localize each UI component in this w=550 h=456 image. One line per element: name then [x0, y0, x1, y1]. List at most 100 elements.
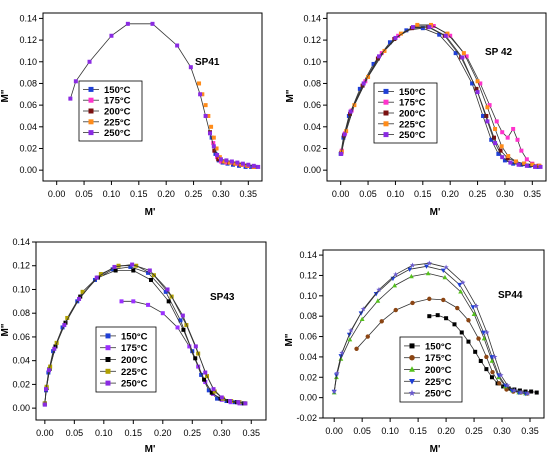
x-tick-label: 0.30 [212, 189, 230, 199]
data-point [489, 375, 494, 380]
data-point [504, 387, 509, 392]
y-tick-label: 0.12 [19, 35, 37, 45]
data-point [235, 160, 240, 165]
data-point [444, 316, 449, 321]
data-point [461, 51, 466, 56]
x-tick-label: 0.35 [242, 428, 260, 438]
x-tick-label: 0.20 [441, 189, 459, 199]
data-point [500, 130, 505, 135]
data-point [240, 161, 245, 166]
y-tick-label: 0.06 [12, 332, 30, 342]
legend-marker [105, 345, 111, 351]
data-point [524, 163, 529, 168]
series-5 [42, 262, 248, 407]
data-point [409, 262, 416, 268]
y-tick-label: 0.02 [299, 372, 317, 382]
chart-panel-3: 0.00 0.05 0.10 0.15 0.20 0.25 0.30 0.35 0.00 0.02… [0, 237, 267, 455]
data-point [361, 81, 366, 86]
data-point [209, 390, 214, 395]
data-point [500, 155, 505, 160]
data-point [80, 289, 85, 294]
x-tick-label: 0.15 [130, 189, 148, 199]
data-point [112, 264, 117, 269]
data-point [366, 74, 371, 79]
data-point [448, 33, 453, 38]
legend-label: 200°C [399, 109, 426, 120]
y-tick-label: 0.10 [19, 57, 37, 67]
y-tick-label: 0.14 [299, 250, 317, 260]
data-point [354, 346, 359, 351]
x-tick-label: 0.25 [184, 428, 202, 438]
y-tick-label: 0.12 [299, 270, 317, 280]
legend-marker [105, 357, 111, 362]
data-point [352, 103, 357, 108]
legend-label: 175°C [399, 98, 426, 109]
data-point [224, 160, 229, 165]
data-point [73, 79, 78, 84]
legend-label: 225°C [104, 117, 131, 128]
data-point [427, 296, 432, 302]
legend-marker [88, 119, 94, 125]
data-point [427, 25, 432, 30]
x-tick-label: 0.15 [414, 189, 432, 199]
legend-label: 225°C [121, 367, 148, 378]
data-point [175, 325, 180, 330]
data-point [498, 148, 503, 153]
data-point [490, 369, 495, 375]
data-point [534, 390, 539, 395]
data-point [200, 92, 205, 97]
data-point [222, 159, 227, 164]
x-tick-label: 0.25 [469, 189, 487, 199]
y-tick-label: -0.02 [296, 413, 317, 423]
data-point [427, 314, 432, 319]
data-point [425, 270, 431, 276]
data-point [471, 311, 477, 316]
data-point [109, 33, 114, 38]
legend-label: 175°C [121, 343, 148, 354]
data-point [393, 307, 398, 313]
series-2 [339, 24, 540, 168]
x-tick-label: 0.15 [409, 426, 427, 436]
data-point [196, 364, 201, 369]
y-axis-label: M" [284, 333, 295, 346]
x-tick-label: 0.30 [213, 428, 231, 438]
data-point [502, 158, 507, 163]
data-point [243, 401, 248, 406]
data-point [497, 381, 502, 386]
chart-panel-1: 0.00 0.05 0.10 0.15 0.20 0.25 0.30 0.35 0.00 0.02… [0, 12, 263, 218]
data-point [52, 346, 57, 351]
plot-frame [42, 12, 263, 182]
data-point [373, 291, 379, 297]
data-point [492, 354, 498, 360]
legend-label: 200°C [121, 355, 148, 366]
legend-marker [408, 389, 416, 396]
legend-marker [383, 99, 389, 105]
panel-title: SP 42 [485, 47, 512, 58]
x-tick-label: 0.20 [437, 426, 455, 436]
data-point [393, 271, 399, 277]
series-4 [197, 81, 256, 169]
legend-marker [383, 121, 389, 127]
data-point [131, 299, 136, 304]
data-point [484, 354, 489, 360]
x-tick-label: 0.20 [157, 189, 175, 199]
data-point [146, 302, 151, 307]
data-point [347, 337, 353, 342]
data-point [202, 377, 207, 382]
data-point [473, 303, 479, 309]
y-tick-label: 0.00 [12, 403, 30, 413]
y-tick-label: 0.04 [19, 122, 37, 132]
data-point [453, 51, 458, 56]
data-point [489, 358, 495, 363]
data-point [212, 148, 217, 153]
legend-label: 150°C [399, 87, 426, 98]
y-axis-label: M" [285, 89, 296, 102]
data-point [466, 318, 471, 323]
data-point [166, 299, 171, 304]
data-point [211, 141, 216, 146]
data-point [357, 86, 362, 91]
legend-marker [105, 380, 111, 386]
y-tick-label: 0.00 [19, 165, 37, 175]
legend-marker [409, 354, 415, 361]
